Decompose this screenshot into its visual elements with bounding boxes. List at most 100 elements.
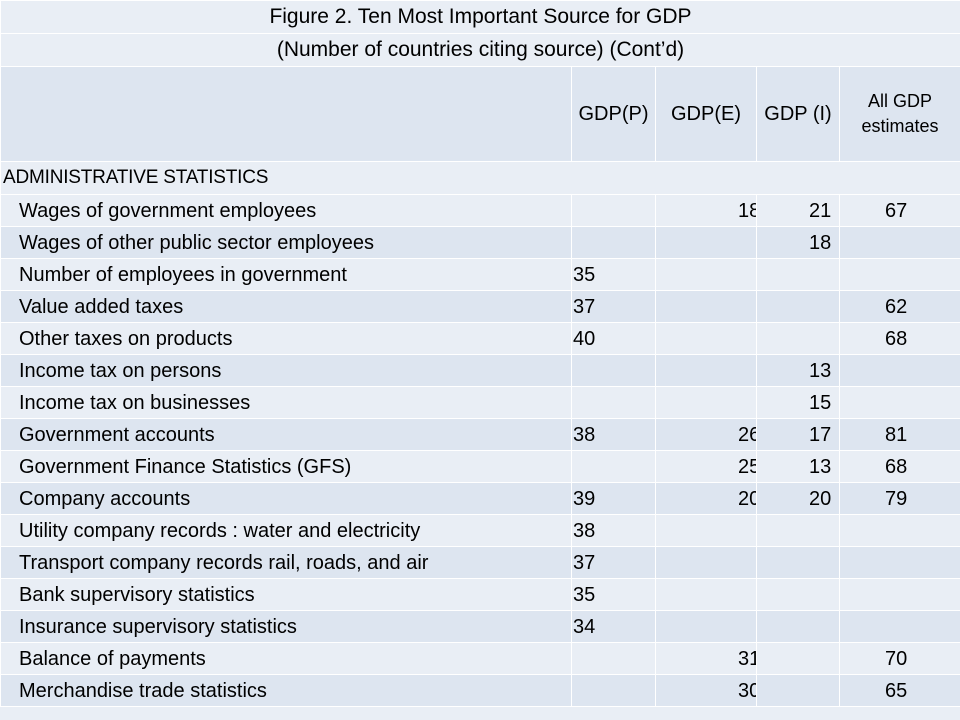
- header-blank-cell: [0, 66, 572, 162]
- table-row: Other taxes on products 40 68: [0, 322, 960, 355]
- cell-all-gdp: 79: [839, 482, 960, 515]
- row-label: Value added taxes: [0, 290, 572, 323]
- table-row: Insurance supervisory statistics 34: [0, 610, 960, 643]
- title-row-2: (Number of countries citing source) (Con…: [0, 33, 960, 67]
- column-header-all-gdp: All GDP estimates: [839, 66, 960, 162]
- cell-gdp-p: [571, 226, 656, 259]
- cell-all-gdp: [839, 258, 960, 291]
- cell-gdp-p: [571, 354, 656, 387]
- row-label: Transport company records rail, roads, a…: [0, 546, 572, 579]
- cell-all-gdp: [839, 354, 960, 387]
- cell-all-gdp: [839, 514, 960, 547]
- row-label: Other taxes on products: [0, 322, 572, 355]
- title-row-1: Figure 2. Ten Most Important Source for …: [0, 0, 960, 34]
- cell-gdp-i: 20: [756, 482, 840, 515]
- cell-gdp-p: 37: [571, 290, 656, 323]
- cell-gdp-p: 34: [571, 610, 656, 643]
- row-label: Insurance supervisory statistics: [0, 610, 572, 643]
- row-label: Income tax on persons: [0, 354, 572, 387]
- cell-gdp-e: [655, 322, 757, 355]
- cell-all-gdp: 67: [839, 194, 960, 227]
- cell-gdp-i: 21: [756, 194, 840, 227]
- cell-gdp-e: [655, 290, 757, 323]
- cell-gdp-p: 39: [571, 482, 656, 515]
- row-label: Utility company records : water and elec…: [0, 514, 572, 547]
- cell-gdp-i: [756, 610, 840, 643]
- row-label: Government Finance Statistics (GFS): [0, 450, 572, 483]
- cell-gdp-e: [655, 578, 757, 611]
- cell-gdp-i: 13: [756, 354, 840, 387]
- table-row: Wages of government employees 182167: [0, 194, 960, 227]
- cell-gdp-e: 25: [655, 450, 757, 483]
- cell-gdp-i: [756, 514, 840, 547]
- cell-gdp-e: [655, 546, 757, 579]
- cell-gdp-p: [571, 194, 656, 227]
- cell-all-gdp: 65: [839, 674, 960, 707]
- table-subtitle: (Number of countries citing source) (Con…: [0, 33, 960, 67]
- row-label: Merchandise trade statistics: [0, 674, 572, 707]
- table-row: Utility company records : water and elec…: [0, 514, 960, 547]
- row-label: Balance of payments: [0, 642, 572, 675]
- cell-gdp-i: 17: [756, 418, 840, 451]
- cell-all-gdp: 68: [839, 322, 960, 355]
- cell-gdp-p: 38: [571, 514, 656, 547]
- cell-gdp-p: 38: [571, 418, 656, 451]
- cell-gdp-e: 20: [655, 482, 757, 515]
- cell-gdp-i: [756, 258, 840, 291]
- cell-all-gdp: [839, 610, 960, 643]
- cell-gdp-i: 13: [756, 450, 840, 483]
- row-label: Income tax on businesses: [0, 386, 572, 419]
- cell-gdp-e: 31: [655, 642, 757, 675]
- cell-gdp-e: [655, 354, 757, 387]
- cell-all-gdp: 70: [839, 642, 960, 675]
- table-row: Value added taxes 37 62: [0, 290, 960, 323]
- cell-all-gdp: [839, 546, 960, 579]
- cell-all-gdp: [839, 578, 960, 611]
- cell-gdp-i: [756, 322, 840, 355]
- table-row: Income tax on businesses 15: [0, 386, 960, 419]
- table-row: Government Finance Statistics (GFS) 25136…: [0, 450, 960, 483]
- table-row: Number of employees in government 35: [0, 258, 960, 291]
- row-label: Wages of government employees: [0, 194, 572, 227]
- cell-gdp-e: 26: [655, 418, 757, 451]
- cell-gdp-e: [655, 386, 757, 419]
- table-row: Income tax on persons 13: [0, 354, 960, 387]
- section-heading: ADMINISTRATIVE STATISTICS: [0, 161, 960, 195]
- cell-gdp-p: 40: [571, 322, 656, 355]
- cell-gdp-p: [571, 674, 656, 707]
- cell-gdp-i: 18: [756, 226, 840, 259]
- table-row: Merchandise trade statistics 30 65: [0, 674, 960, 707]
- row-label: Bank supervisory statistics: [0, 578, 572, 611]
- section-row: ADMINISTRATIVE STATISTICS: [0, 161, 960, 195]
- table-row: Company accounts39202079: [0, 482, 960, 515]
- table-row: Balance of payments 31 70: [0, 642, 960, 675]
- cell-gdp-i: [756, 578, 840, 611]
- table-row: Wages of other public sector employees 18: [0, 226, 960, 259]
- cell-all-gdp: 81: [839, 418, 960, 451]
- column-header-gdp-e: GDP(E): [655, 66, 757, 162]
- cell-gdp-e: [655, 514, 757, 547]
- row-label: Company accounts: [0, 482, 572, 515]
- cell-gdp-i: [756, 642, 840, 675]
- cell-gdp-i: [756, 546, 840, 579]
- cell-gdp-e: [655, 610, 757, 643]
- cell-gdp-p: [571, 386, 656, 419]
- cell-gdp-e: 30: [655, 674, 757, 707]
- cell-gdp-e: [655, 258, 757, 291]
- cell-gdp-i: [756, 290, 840, 323]
- table-row: Transport company records rail, roads, a…: [0, 546, 960, 579]
- column-header-row: GDP(P) GDP(E) GDP (I) All GDP estimates: [0, 66, 960, 162]
- row-label: Wages of other public sector employees: [0, 226, 572, 259]
- cell-gdp-i: [756, 674, 840, 707]
- cell-all-gdp: [839, 226, 960, 259]
- cell-all-gdp: 62: [839, 290, 960, 323]
- row-label: Number of employees in government: [0, 258, 572, 291]
- cell-gdp-e: [655, 226, 757, 259]
- table-row: Government accounts38261781: [0, 418, 960, 451]
- cell-gdp-p: 35: [571, 258, 656, 291]
- cell-all-gdp: [839, 386, 960, 419]
- table-title: Figure 2. Ten Most Important Source for …: [0, 0, 960, 34]
- column-header-gdp-p: GDP(P): [571, 66, 656, 162]
- row-label: Government accounts: [0, 418, 572, 451]
- cell-gdp-i: 15: [756, 386, 840, 419]
